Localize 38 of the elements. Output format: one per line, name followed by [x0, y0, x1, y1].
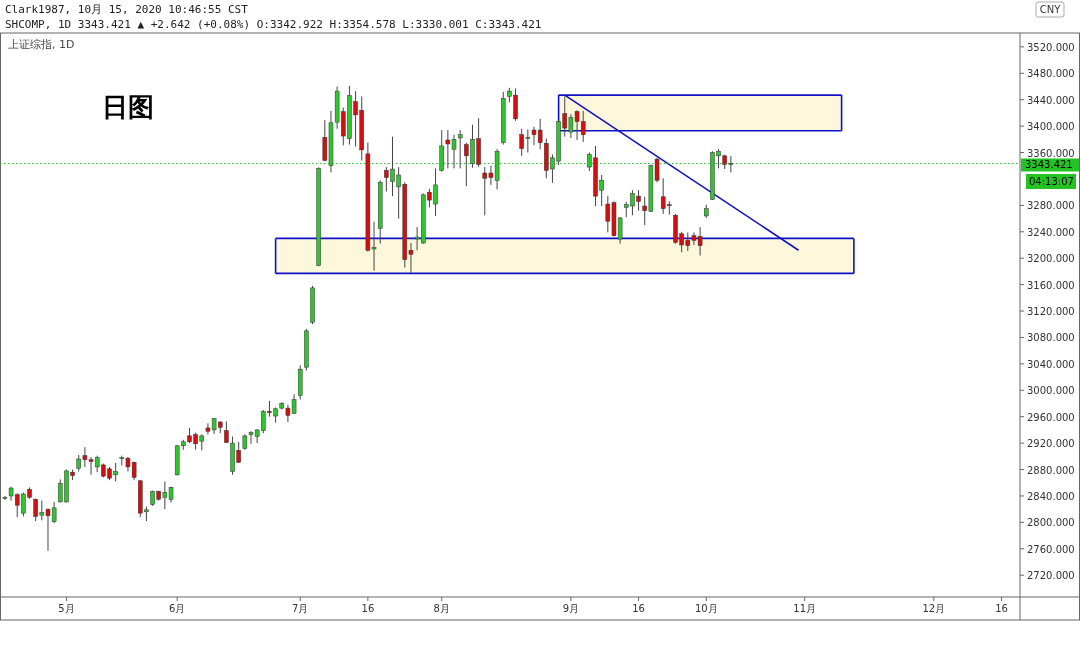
- x-tick-label: 5月: [58, 603, 75, 614]
- y-tick-label: 2920.000: [1027, 438, 1075, 450]
- x-tick-label: 16: [361, 603, 375, 614]
- y-tick-label: 2800.000: [1027, 517, 1075, 529]
- y-tick-label: 3040.000: [1027, 358, 1075, 370]
- y-tick-label: 2960.000: [1027, 411, 1075, 423]
- y-tick-label: 3160.000: [1027, 279, 1075, 291]
- y-tick-label: 3400.000: [1027, 121, 1075, 133]
- x-tick-label: 12月: [922, 603, 946, 614]
- y-tick-label: 3240.000: [1027, 226, 1075, 238]
- y-tick-label: 3080.000: [1027, 332, 1075, 344]
- y-tick-label: 3000.000: [1027, 385, 1075, 397]
- annotation: 日图: [102, 92, 154, 122]
- x-tick-label: 11月: [793, 603, 817, 614]
- x-tick-label: 7月: [292, 603, 309, 614]
- ref-line-label: 3343.421: [1025, 159, 1073, 171]
- y-tick-label: 2760.000: [1027, 543, 1075, 555]
- y-tick-label: 3200.000: [1027, 253, 1075, 265]
- text: CNY: [1039, 4, 1062, 15]
- x-tick-label: 16: [995, 603, 1008, 614]
- annotation: 上证综指, 1D: [8, 38, 75, 51]
- y-tick-label: 2880.000: [1027, 464, 1075, 476]
- y-tick-label: 3440.000: [1027, 94, 1075, 106]
- y-tick-label: 3120.000: [1027, 306, 1075, 318]
- x-tick-label: 9月: [562, 603, 580, 614]
- text: 04:13:07: [1029, 175, 1074, 187]
- y-tick-label: 2720.000: [1027, 570, 1075, 582]
- y-tick-label: 3280.000: [1027, 200, 1075, 212]
- x-tick-label: 10月: [694, 603, 718, 614]
- chart-subtitle: SHCOMP, 1D 3343.421 ▲ +2.642 (+0.08%) O:3342.922 H:3354.578 L:3330.001 C:3343.421: [5, 18, 542, 31]
- y-tick-label: 2840.000: [1027, 490, 1075, 502]
- y-tick-label: 3480.000: [1027, 68, 1075, 80]
- y-tick-label: 3520.000: [1027, 41, 1075, 53]
- x-tick-label: 6月: [168, 603, 186, 614]
- x-tick-label: 8月: [433, 603, 450, 614]
- x-tick-label: 16: [632, 603, 645, 614]
- y-tick-label: 3360.000: [1027, 147, 1075, 159]
- chart-title: Clark1987, 10月 15, 2020 10:46:55 CST: [5, 3, 249, 16]
